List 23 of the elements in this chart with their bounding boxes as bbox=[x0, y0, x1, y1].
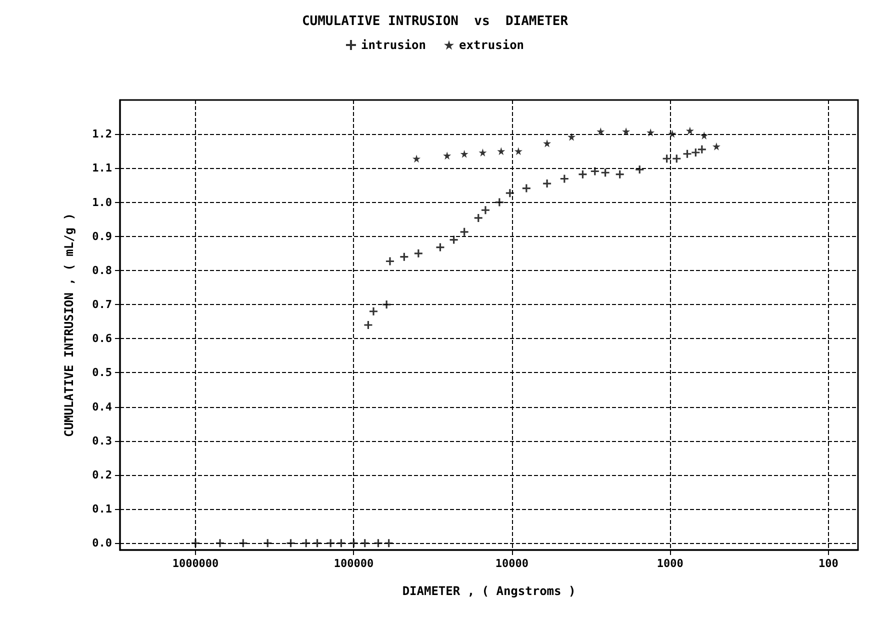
y-tick-label: 0.2 bbox=[92, 468, 112, 482]
legend-label: extrusion bbox=[459, 38, 524, 52]
chart-title: CUMULATIVE INTRUSION vs DIAMETER bbox=[302, 14, 568, 29]
y-tick-label: 0.5 bbox=[92, 366, 112, 380]
y-tick-label: 0.1 bbox=[92, 502, 112, 516]
y-tick-label: 1.0 bbox=[92, 196, 112, 209]
y-tick-label: 0.8 bbox=[92, 264, 112, 277]
y-tick-label: 0.0 bbox=[92, 536, 112, 550]
y-axis-title: CUMULATIVE INTRUSION , ( mL/g ) bbox=[62, 213, 76, 437]
y-tick-label: 1.1 bbox=[92, 162, 112, 175]
x-tick-label: 100 bbox=[818, 557, 838, 570]
x-tick-label: 1000000 bbox=[172, 557, 219, 570]
y-tick-label: 0.6 bbox=[92, 332, 112, 346]
y-tick-label: 0.7 bbox=[92, 298, 112, 312]
x-axis-title: DIAMETER , ( Angstroms ) bbox=[402, 584, 576, 598]
x-tick-label: 100000 bbox=[334, 557, 374, 570]
legend-label: intrusion bbox=[360, 38, 426, 52]
x-tick-label: 10000 bbox=[495, 557, 529, 570]
y-tick-label: 1.2 bbox=[92, 128, 112, 141]
y-tick-label: 0.3 bbox=[92, 434, 112, 448]
x-tick-label: 1000 bbox=[656, 557, 684, 570]
y-tick-label: 0.9 bbox=[92, 230, 112, 243]
y-tick-label: 0.4 bbox=[92, 400, 112, 414]
